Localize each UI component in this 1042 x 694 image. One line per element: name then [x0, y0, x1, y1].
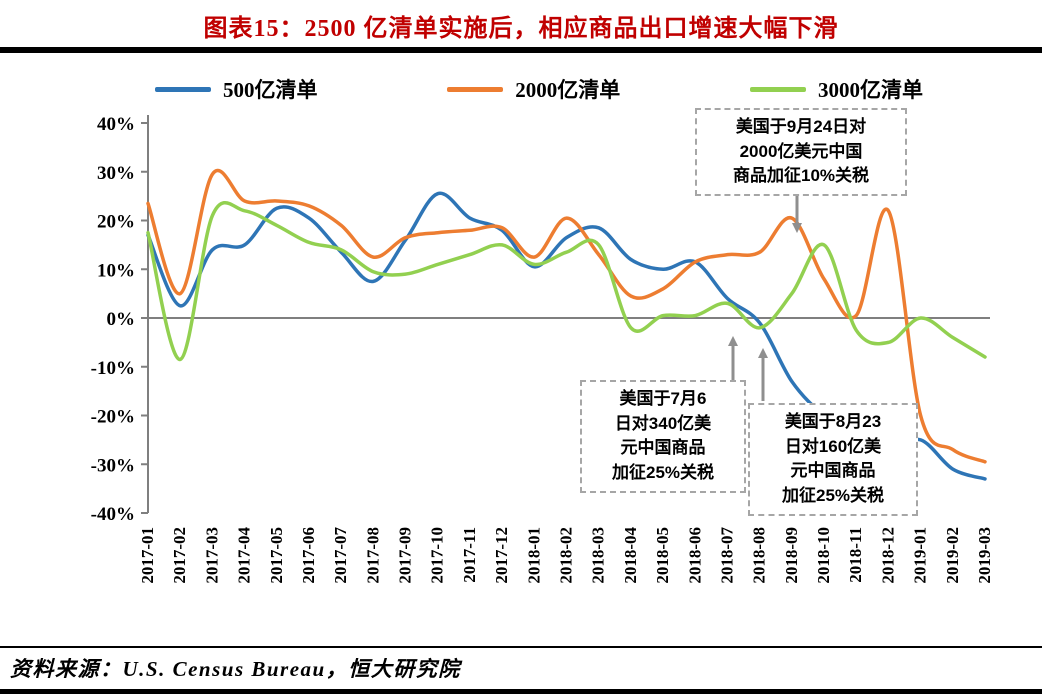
svg-text:2019-02: 2019-02: [943, 527, 962, 584]
svg-text:20%: 20%: [97, 212, 135, 233]
legend-label-3000yi: 3000亿清单: [818, 78, 923, 102]
svg-text:2018-04: 2018-04: [621, 527, 640, 584]
legend-swatch-blue: [155, 86, 211, 92]
svg-text:2018-08: 2018-08: [750, 527, 769, 584]
svg-text:2018-01: 2018-01: [524, 527, 543, 584]
annotation-tariff-aug23: 美国于8月23 日对160亿美 元中国商品 加征25%关税: [748, 403, 918, 516]
svg-text:2018-03: 2018-03: [589, 527, 608, 584]
svg-text:2018-07: 2018-07: [717, 527, 736, 584]
bottom-border: [0, 689, 1042, 694]
legend-item-500yi: 500亿清单: [155, 74, 318, 104]
svg-text:30%: 30%: [97, 163, 135, 184]
chart-area: 40% 30% 20% 10% 0% -10% -20% -30% -40% 2017-01 201…: [0, 58, 1042, 644]
svg-text:2017-10: 2017-10: [428, 527, 447, 584]
svg-text:-10%: -10%: [91, 358, 135, 379]
svg-text:2019-03: 2019-03: [975, 527, 994, 584]
svg-text:2019-01: 2019-01: [911, 527, 930, 584]
source-note: 资料来源：U.S. Census Bureau，恒大研究院: [10, 657, 461, 681]
svg-text:2018-10: 2018-10: [814, 527, 833, 584]
svg-text:2018-05: 2018-05: [653, 527, 672, 584]
legend-item-3000yi: 3000亿清单: [750, 74, 923, 104]
chart-title: 图表15：2500 亿清单实施后，相应商品出口增速大幅下滑: [203, 16, 839, 42]
footer-divider: [0, 646, 1042, 648]
svg-text:2017-06: 2017-06: [299, 527, 318, 584]
svg-text:-40%: -40%: [91, 504, 135, 525]
svg-text:2017-03: 2017-03: [202, 527, 221, 584]
legend-swatch-orange: [447, 86, 504, 92]
svg-text:2018-11: 2018-11: [846, 527, 865, 583]
svg-text:2017-12: 2017-12: [492, 527, 511, 584]
svg-text:2017-02: 2017-02: [170, 527, 189, 584]
line-chart-canvas: 40% 30% 20% 10% 0% -10% -20% -30% -40%2017-01 201…: [91, 114, 994, 584]
svg-text:2017-08: 2017-08: [363, 527, 382, 584]
svg-text:40%: 40%: [97, 114, 135, 135]
svg-text:2017-05: 2017-05: [267, 527, 286, 584]
svg-text:2017-09: 2017-09: [396, 527, 415, 584]
svg-text:2017-01: 2017-01: [138, 527, 157, 584]
svg-text:2017-07: 2017-07: [331, 527, 350, 584]
svg-text:2017-11: 2017-11: [460, 527, 479, 583]
legend-label-2000yi: 2000亿清单: [515, 78, 621, 102]
svg-text:2018-12: 2018-12: [878, 527, 897, 584]
svg-text:2017-04: 2017-04: [235, 527, 254, 584]
title-divider: [0, 47, 1042, 53]
annotation-tariff-jul6: 美国于7月6 日对340亿美 元中国商品 加征25%关税: [580, 380, 746, 493]
legend-label-500yi: 500亿清单: [223, 78, 318, 102]
svg-text:2018-02: 2018-02: [557, 527, 576, 584]
svg-text:-20%: -20%: [91, 407, 135, 428]
svg-text:2018-09: 2018-09: [782, 527, 801, 584]
legend-item-2000yi: 2000亿清单: [447, 74, 620, 104]
legend-swatch-green: [750, 86, 806, 92]
svg-text:10%: 10%: [97, 260, 135, 281]
chart-legend: 500亿清单 2000亿清单 3000亿清单: [155, 74, 923, 104]
annotation-tariff-sep24: 美国于9月24日对 2000亿美元中国 商品加征10%关税: [695, 108, 907, 196]
svg-text:2018-06: 2018-06: [685, 527, 704, 584]
svg-text:-30%: -30%: [91, 455, 135, 476]
svg-text:0%: 0%: [107, 309, 136, 330]
